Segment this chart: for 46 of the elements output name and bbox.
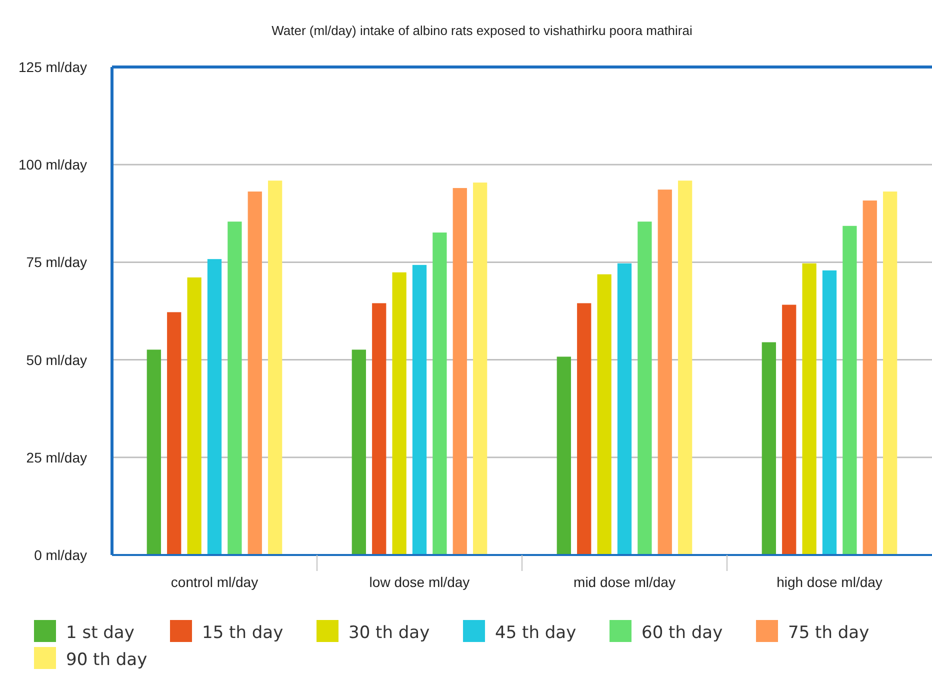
x-tick-label: high dose ml/day (776, 574, 882, 590)
bar (678, 180, 692, 555)
bar (452, 188, 467, 555)
bar (842, 226, 857, 555)
bar (146, 350, 161, 555)
y-tick-label: 75 ml/day (26, 254, 87, 270)
y-tick-label: 125 ml/day (18, 59, 87, 75)
y-tick-label: 50 ml/day (26, 352, 87, 368)
bar (556, 356, 571, 555)
legend-label: 30 th day (348, 623, 430, 643)
bar (248, 192, 262, 555)
legend-label: 1 st day (66, 623, 134, 643)
y-tick-label: 25 ml/day (26, 449, 87, 466)
legend-label: 60 th day (642, 623, 723, 643)
bar (822, 270, 837, 555)
x-tick-label: mid dose ml/day (574, 574, 676, 590)
bar (167, 312, 182, 555)
legend-label: 15 th day (202, 623, 284, 643)
bar (782, 304, 796, 555)
bar (802, 263, 816, 555)
bar (187, 277, 202, 555)
bar (617, 263, 632, 555)
bar (638, 222, 652, 555)
y-tick-label: 100 ml/day (18, 156, 87, 173)
bar (392, 272, 406, 555)
bar (577, 303, 592, 555)
bar (372, 303, 386, 555)
bar (432, 232, 447, 555)
bar (473, 182, 488, 555)
y-tick-label: 0 ml/day (34, 547, 87, 563)
legend-label: 45 th day (495, 623, 576, 643)
bar (762, 342, 776, 555)
legend-label: 90 th day (66, 650, 148, 670)
bar (658, 190, 672, 555)
x-tick-label: control ml/day (170, 574, 258, 590)
bar (412, 264, 427, 555)
bar (352, 350, 366, 555)
chart-title: Water (ml/day) intake of albino rats exposed to vishathirku poora mathirai (272, 23, 692, 38)
bar (862, 200, 877, 555)
legend-label: 75 th day (788, 623, 870, 643)
bar (228, 222, 242, 555)
bar (883, 192, 898, 555)
bar (597, 274, 612, 555)
bar (207, 259, 222, 555)
x-tick-label: low dose ml/day (369, 574, 470, 590)
bar (268, 180, 282, 555)
